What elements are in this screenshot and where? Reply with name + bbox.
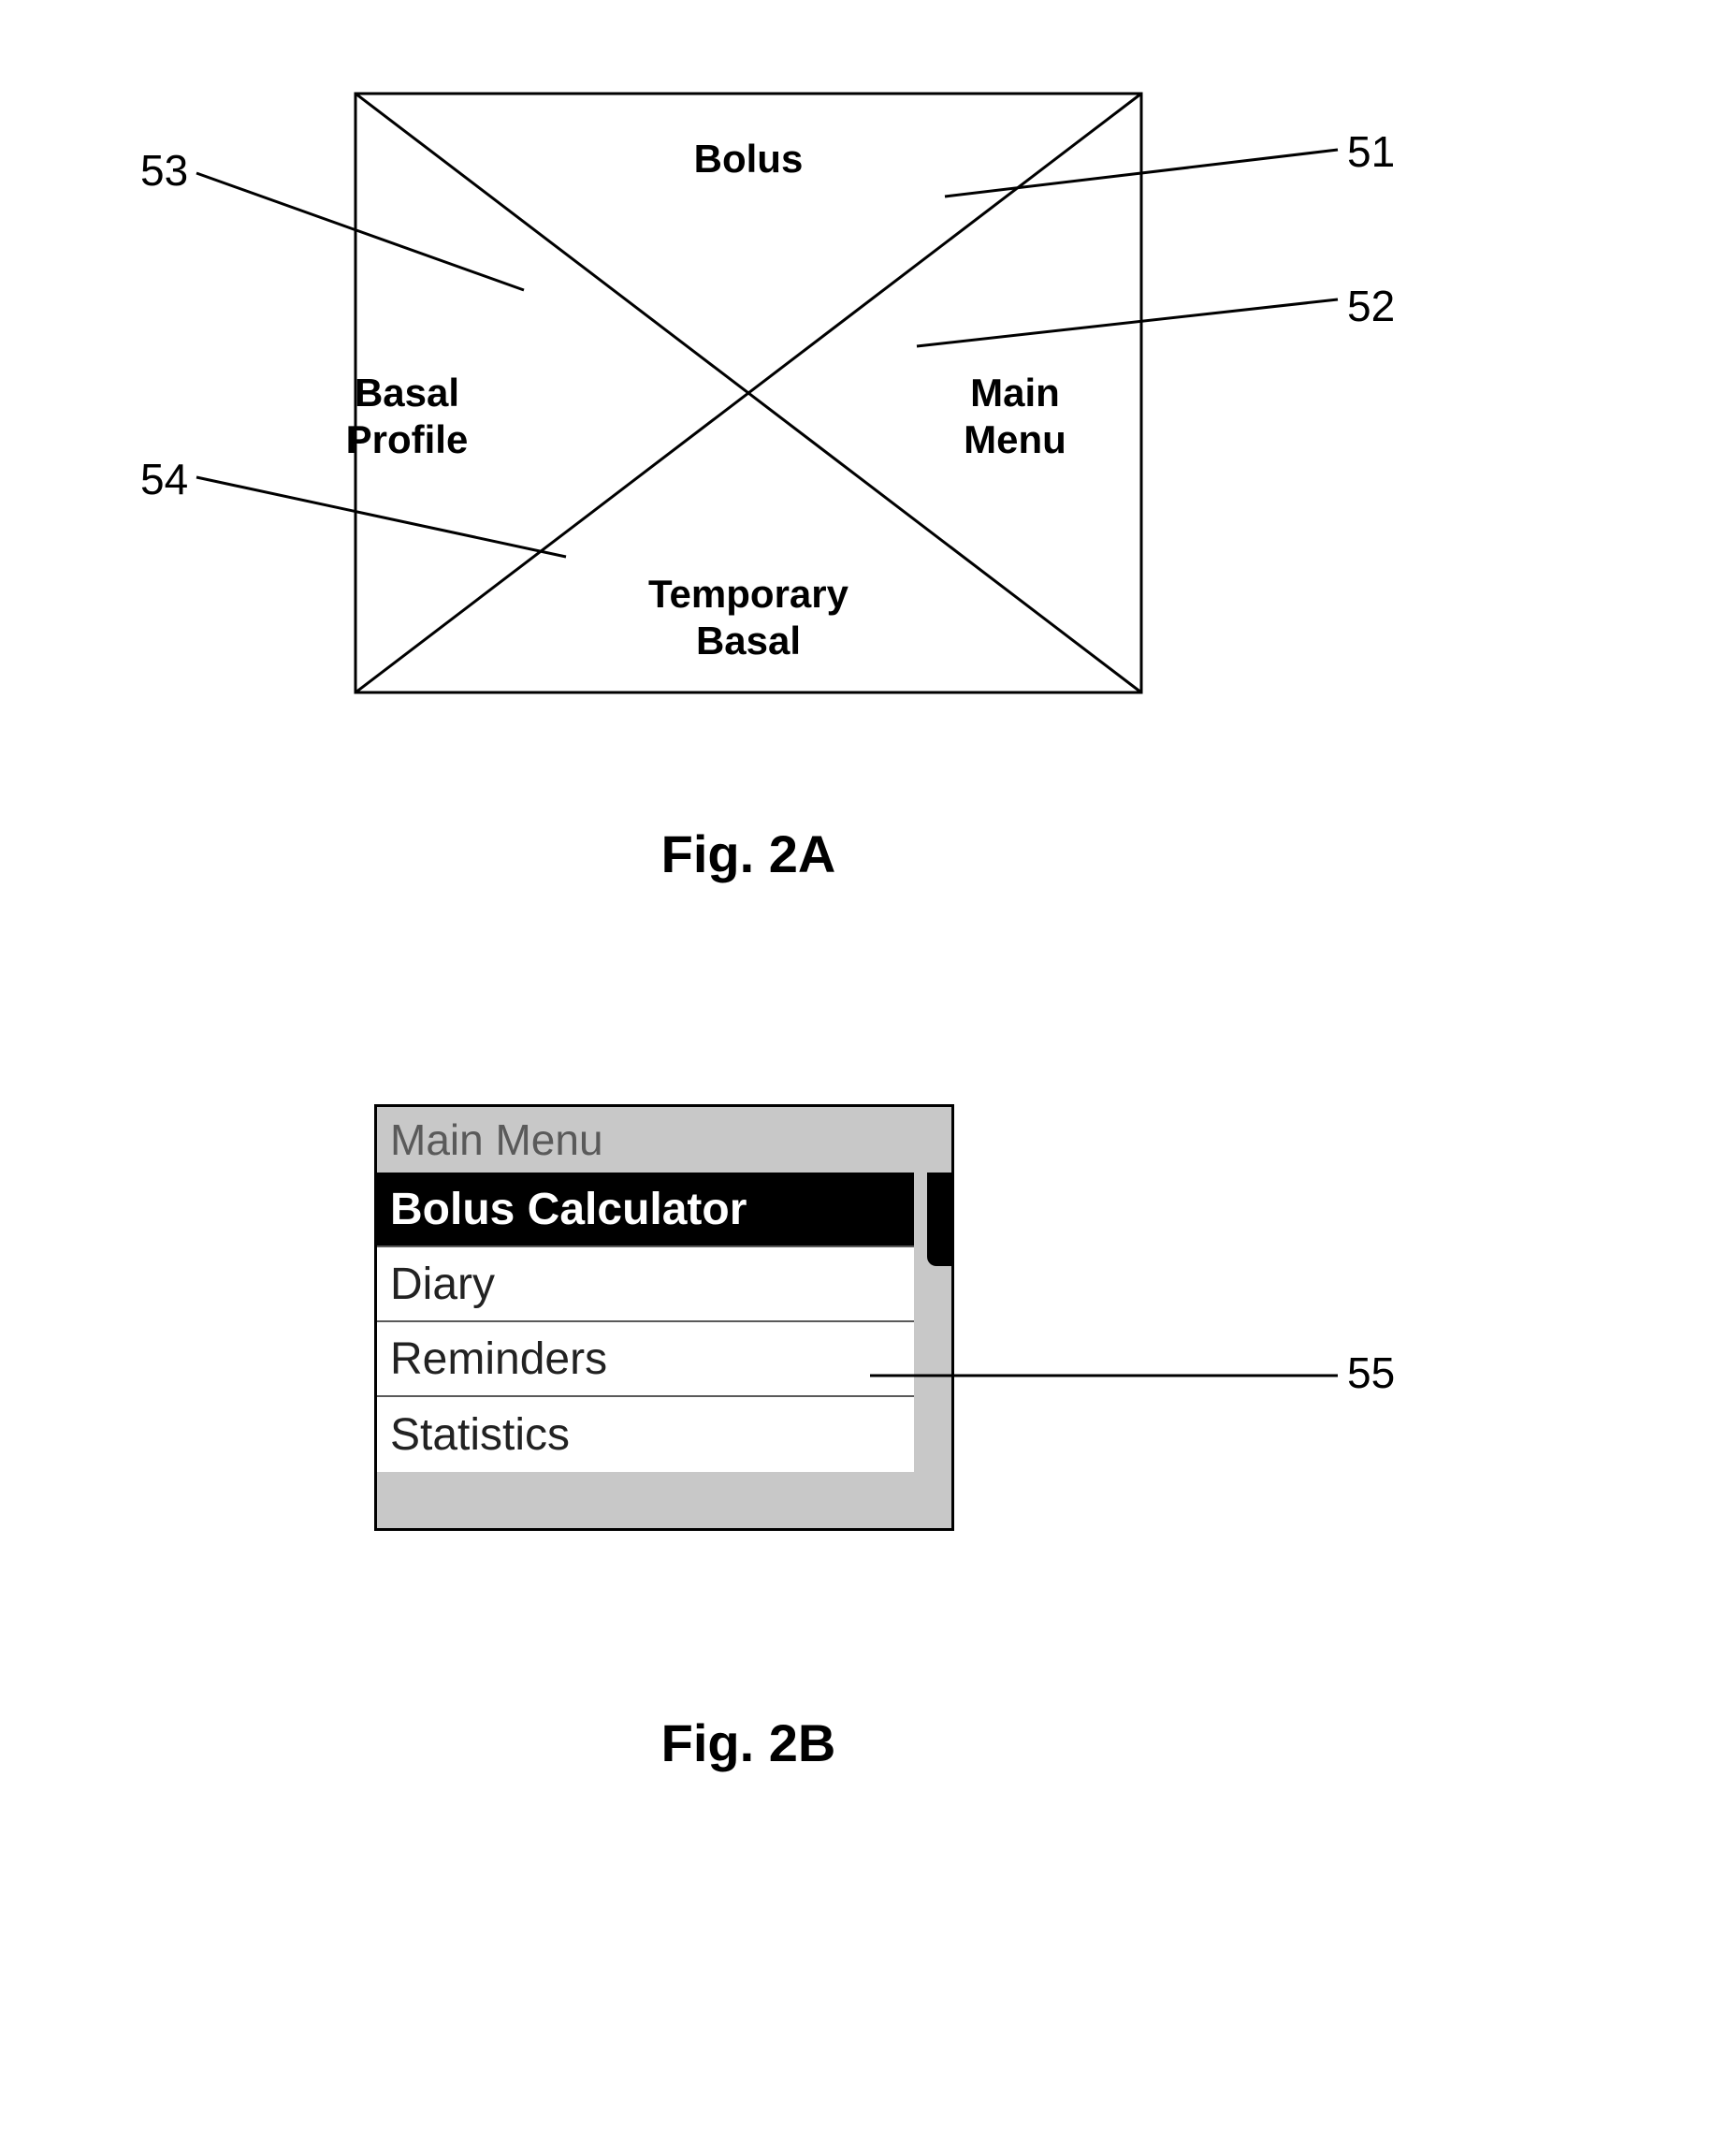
ref-55: 55: [1347, 1348, 1395, 1398]
quad-left-label[interactable]: Basal Profile: [267, 370, 547, 464]
quad-right-label[interactable]: Main Menu: [875, 370, 1155, 464]
scrollbar-thumb[interactable]: [927, 1173, 951, 1266]
fig2b-caption: Fig. 2B: [608, 1712, 889, 1773]
ref-54: 54: [140, 454, 188, 504]
ref-53: 53: [140, 145, 188, 196]
menu-footer: [377, 1472, 951, 1528]
fig2a-caption: Fig. 2A: [608, 823, 889, 884]
quad-top-label[interactable]: Bolus: [608, 136, 889, 182]
ref-51: 51: [1347, 126, 1395, 177]
menu-header: Main Menu: [377, 1107, 951, 1173]
page-canvas: Bolus Main Menu Basal Profile Temporary …: [0, 0, 1726, 2156]
quad-bottom-label[interactable]: Temporary Basal: [608, 571, 889, 665]
leader-55-svg: [0, 1291, 1726, 1479]
ref-52: 52: [1347, 281, 1395, 331]
menu-item-bolus-calculator[interactable]: Bolus Calculator: [377, 1173, 920, 1247]
